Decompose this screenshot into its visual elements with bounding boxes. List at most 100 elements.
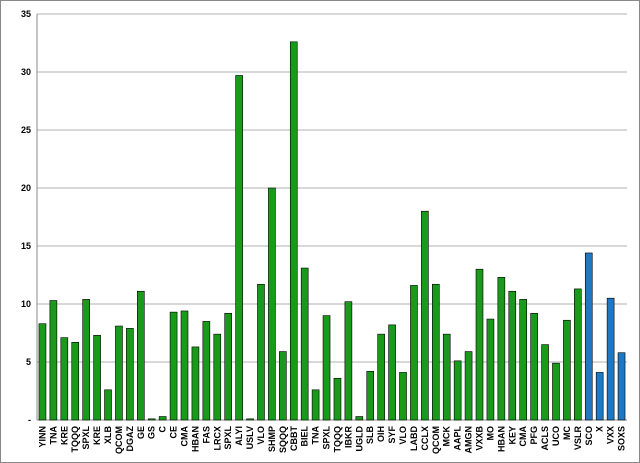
bar bbox=[606, 297, 615, 421]
bar bbox=[115, 325, 123, 421]
x-tick-label: CMA bbox=[180, 426, 190, 447]
bar bbox=[235, 75, 243, 421]
bar bbox=[595, 372, 604, 421]
bar bbox=[442, 333, 451, 421]
bar bbox=[300, 267, 309, 421]
x-tick-label: QCOM bbox=[431, 426, 441, 454]
bar bbox=[333, 377, 342, 421]
bar bbox=[191, 346, 200, 421]
x-tick-label: SPXL bbox=[223, 426, 233, 450]
bar bbox=[453, 360, 462, 421]
x-tick-label: SPXL bbox=[322, 426, 332, 450]
x-tick-label: OIH bbox=[376, 426, 386, 442]
x-tick-label: USLV bbox=[245, 426, 255, 449]
bar bbox=[49, 300, 58, 421]
x-tick-label: TQQQ bbox=[332, 426, 342, 453]
bar bbox=[246, 418, 254, 421]
bar bbox=[431, 283, 440, 421]
x-tick-label: XLB bbox=[103, 425, 113, 444]
bar bbox=[584, 252, 593, 421]
x-tick-label: VLO bbox=[256, 426, 266, 445]
bar bbox=[169, 311, 178, 421]
x-tick-label: VXXB bbox=[475, 426, 485, 451]
x-tick-label: KRE bbox=[92, 426, 102, 445]
bar bbox=[268, 187, 276, 421]
bar bbox=[93, 335, 101, 421]
x-tick-label: GS bbox=[147, 426, 157, 439]
bar bbox=[486, 318, 495, 421]
x-tick-label: CCLX bbox=[420, 426, 430, 451]
bar bbox=[126, 328, 134, 421]
bar bbox=[71, 341, 80, 421]
x-tick-label: PFG bbox=[529, 426, 539, 445]
x-tick-label: UGLD bbox=[354, 426, 364, 452]
x-tick-label: VLO bbox=[398, 426, 408, 445]
x-tick-label: FAS bbox=[201, 426, 211, 444]
x-tick-label: HBAN bbox=[190, 426, 200, 452]
bar bbox=[158, 416, 167, 421]
bar bbox=[410, 285, 418, 421]
bar bbox=[289, 41, 298, 421]
bar bbox=[180, 310, 189, 421]
bar bbox=[322, 315, 331, 421]
x-tick-label: VXX bbox=[606, 426, 616, 444]
bar bbox=[388, 324, 396, 421]
bar bbox=[475, 268, 484, 421]
x-tick-label: TNA bbox=[48, 426, 58, 445]
bar bbox=[38, 323, 47, 421]
bar bbox=[355, 416, 364, 421]
bar bbox=[464, 351, 473, 421]
y-tick-label: 25 bbox=[21, 125, 31, 135]
y-tick-label: 10 bbox=[21, 299, 31, 309]
bar bbox=[311, 389, 320, 421]
x-tick-label: CBBT bbox=[289, 426, 299, 451]
y-tick-label: 30 bbox=[21, 67, 31, 77]
x-tick-label: TNA bbox=[311, 426, 321, 445]
x-tick-label: IBKR bbox=[343, 426, 353, 448]
x-tick-label: MCK bbox=[442, 426, 452, 447]
x-tick-label: SLB bbox=[365, 425, 375, 444]
x-tick-label: KEY bbox=[507, 426, 517, 445]
bar bbox=[563, 319, 571, 421]
y-tick-label: 5 bbox=[26, 357, 31, 367]
bar bbox=[82, 299, 90, 421]
bar bbox=[257, 283, 265, 421]
x-tick-label: UCO bbox=[551, 426, 561, 446]
x-tick-label: DGAZ bbox=[125, 426, 135, 452]
x-tick-label: SQQQ bbox=[278, 426, 288, 453]
y-tick-label: 15 bbox=[21, 241, 31, 251]
x-tick-label: GE bbox=[136, 426, 146, 439]
bar bbox=[552, 362, 560, 421]
bar bbox=[344, 301, 353, 421]
x-tick-label: MO bbox=[485, 426, 495, 441]
bar bbox=[202, 321, 211, 421]
bar bbox=[421, 210, 429, 421]
x-tick-label: AMGN bbox=[464, 426, 474, 454]
x-tick-label: SCO bbox=[584, 426, 594, 446]
x-tick-label: TQQQ bbox=[70, 426, 80, 453]
bar bbox=[213, 333, 222, 421]
bar bbox=[574, 288, 582, 421]
x-tick-label: SHMP bbox=[267, 426, 277, 452]
x-tick-label: SPXL bbox=[81, 426, 91, 450]
bar bbox=[617, 352, 626, 421]
bar bbox=[104, 389, 112, 421]
x-tick-label: AAPL bbox=[453, 425, 463, 450]
x-tick-label: LRCX bbox=[212, 426, 222, 451]
x-tick-label: ALYI bbox=[234, 426, 244, 446]
bar bbox=[530, 312, 538, 421]
bar bbox=[497, 277, 506, 421]
bar bbox=[224, 312, 233, 421]
y-tick-label: 35 bbox=[21, 9, 31, 19]
x-tick-label: ACLS bbox=[540, 426, 550, 451]
x-tick-label: X bbox=[595, 426, 605, 432]
bar bbox=[541, 344, 549, 421]
bar bbox=[519, 299, 527, 421]
x-tick-label: KRE bbox=[59, 426, 69, 445]
bar bbox=[137, 290, 145, 421]
x-tick-label: VSLR bbox=[573, 426, 583, 451]
bar bbox=[377, 333, 385, 421]
bar bbox=[399, 372, 407, 421]
x-tick-label: CE bbox=[169, 426, 179, 439]
